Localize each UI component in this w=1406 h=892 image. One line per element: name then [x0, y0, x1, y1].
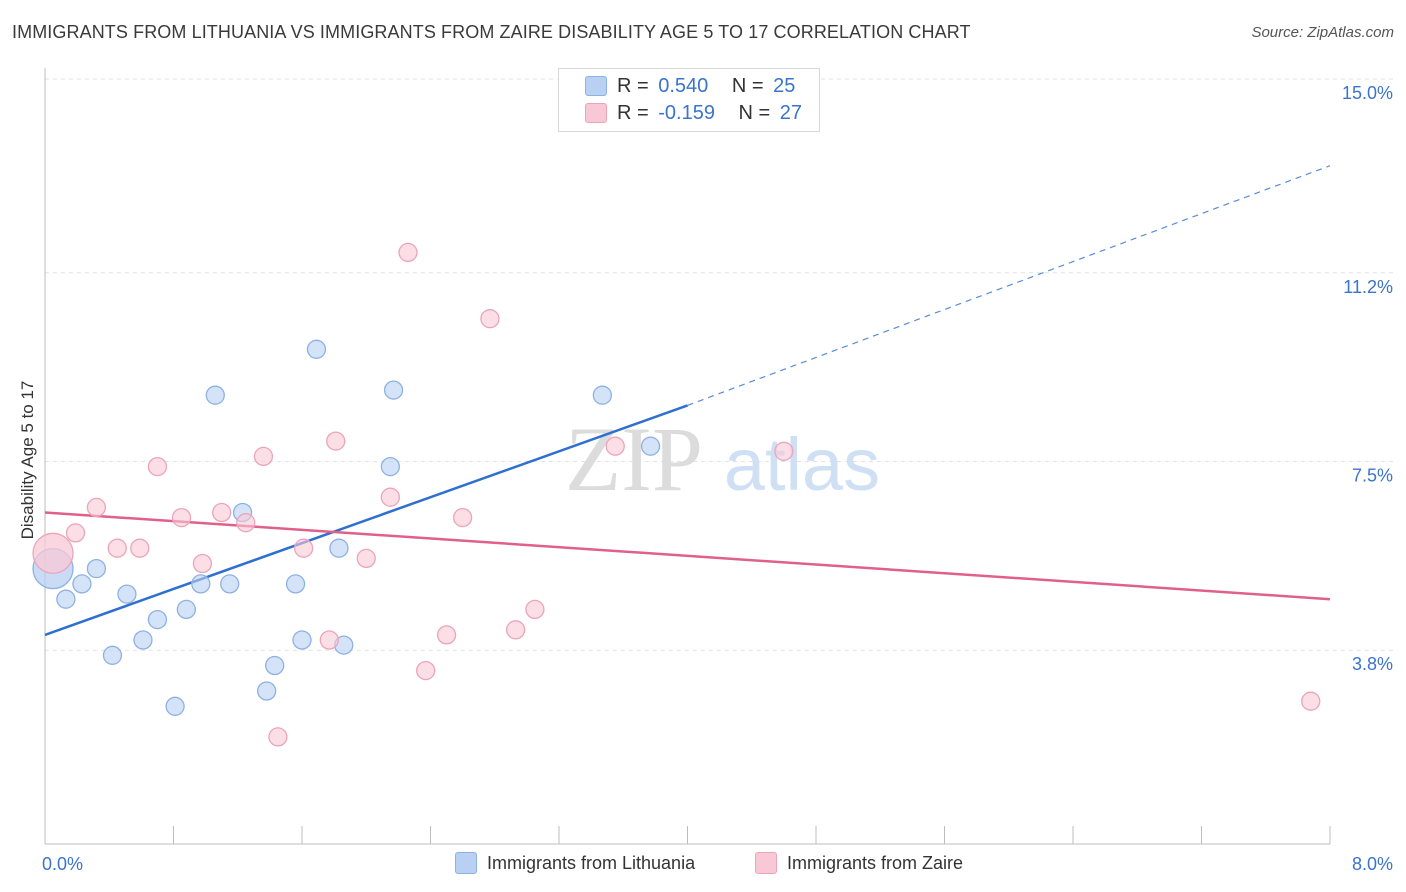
point-s0-22	[383, 380, 404, 400]
point-s0-8	[165, 696, 185, 716]
legend-item-zaire: Immigrants from Zaire	[755, 852, 963, 874]
lithuania-swatch	[585, 76, 607, 96]
point-s0-9	[176, 599, 197, 620]
point-s1-8	[212, 502, 232, 523]
point-s0-23	[592, 385, 613, 405]
watermark: ZIP atlas	[565, 408, 880, 510]
point-s1-4	[130, 538, 150, 558]
point-s1-17	[398, 242, 418, 263]
point-s1-3	[107, 538, 127, 558]
zaire-r-value: -0.159	[658, 101, 715, 124]
point-s0-7	[147, 609, 168, 630]
point-s0-11	[205, 385, 225, 405]
point-s0-6	[133, 630, 153, 650]
legend-lithuania-label: Immigrants from Lithuania	[487, 852, 696, 873]
lithuania-n-value: 25	[773, 74, 796, 97]
trend-line-s1	[44, 511, 1331, 601]
point-s1-21	[480, 309, 500, 329]
legend-zaire-label: Immigrants from Zaire	[787, 852, 964, 873]
y-tick-label-0: 3.8%	[1352, 654, 1393, 674]
point-s1-7	[192, 553, 213, 574]
lithuania-r-label: R =	[617, 74, 649, 97]
zaire-n-value: 27	[779, 101, 803, 124]
point-s0-1	[56, 589, 76, 609]
point-s0-3	[86, 558, 107, 579]
gridlines	[45, 78, 1395, 651]
point-s1-2	[86, 497, 107, 518]
point-s1-18	[416, 660, 436, 681]
zaire-swatch	[585, 103, 607, 123]
legend-lithuania-swatch	[455, 852, 477, 874]
point-s1-26	[1301, 691, 1321, 711]
point-s0-18	[306, 339, 327, 359]
zaire-n-label: N =	[738, 101, 771, 124]
stats-box: R = 0.540 N = 25 R = -0.159 N = 27	[558, 68, 820, 132]
point-s1-9	[236, 513, 256, 533]
y-tick-label-3: 15.0%	[1342, 83, 1393, 103]
y-tick-label-2: 11.2%	[1343, 277, 1393, 297]
y-tick-label-1: 7.5%	[1352, 466, 1393, 486]
point-s0-5	[117, 584, 137, 604]
point-s1-5	[147, 456, 168, 477]
point-s0-2	[72, 574, 92, 594]
x-tick-label-0: 0.0%	[42, 854, 83, 874]
point-s0-12	[220, 574, 240, 594]
point-s1-10	[253, 446, 274, 467]
point-s1-0	[32, 532, 74, 574]
point-s1-23	[525, 599, 545, 620]
point-s0-17	[292, 630, 312, 650]
watermark-atlas: atlas	[724, 423, 880, 506]
point-s1-14	[326, 431, 346, 451]
point-s0-4	[102, 645, 123, 665]
point-s0-19	[329, 538, 349, 558]
source-label: Source: ZipAtlas.com	[1251, 24, 1394, 41]
point-s1-22	[505, 620, 526, 640]
axes	[44, 68, 1331, 845]
point-s0-24	[640, 436, 661, 456]
point-s1-20	[452, 507, 473, 528]
point-s0-10	[191, 574, 211, 594]
lithuania-n-label: N =	[731, 74, 764, 97]
point-s0-15	[265, 655, 285, 676]
point-s1-24	[605, 436, 625, 456]
point-s0-14	[257, 681, 277, 701]
x-tick-label-1: 8.0%	[1352, 854, 1393, 874]
y-axis-label: Disability Age 5 to 17	[18, 380, 37, 540]
lithuania-r-value: 0.540	[658, 74, 709, 97]
chart-title: IMMIGRANTS FROM LITHUANIA VS IMMIGRANTS …	[12, 22, 971, 42]
point-s1-1	[65, 523, 86, 543]
trend-line-s0	[44, 404, 688, 637]
legend-zaire-swatch	[755, 852, 777, 874]
point-s1-6	[171, 507, 192, 528]
point-s0-16	[285, 574, 306, 594]
trend-lines	[44, 165, 1331, 637]
point-s1-25	[774, 441, 794, 461]
data-points	[32, 242, 1321, 747]
legend-item-lithuania: Immigrants from Lithuania	[455, 852, 695, 874]
point-s0-21	[380, 456, 400, 477]
point-s1-12	[293, 538, 314, 558]
point-s1-15	[356, 548, 376, 569]
trend-extension-s0	[687, 165, 1331, 406]
point-s1-11	[268, 727, 288, 747]
point-s1-16	[380, 487, 400, 507]
point-s1-19	[436, 625, 457, 645]
point-s1-13	[319, 630, 339, 650]
zaire-r-label: R =	[617, 101, 649, 124]
tick-labels: 3.8% 7.5% 11.2% 15.0% 0.0% 8.0%	[42, 83, 1393, 874]
